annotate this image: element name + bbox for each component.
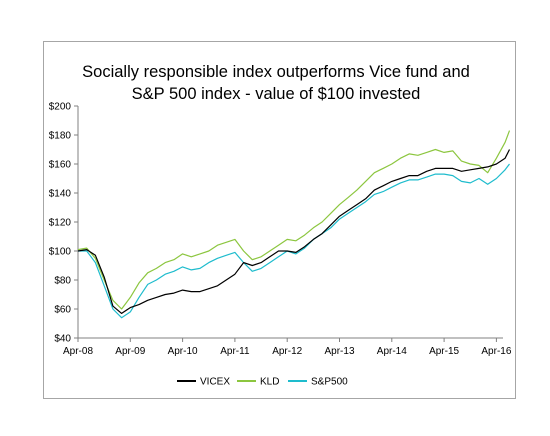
series-line-sp500	[78, 163, 510, 319]
y-tick-label: $180	[49, 131, 72, 142]
y-tick-label: $80	[54, 276, 71, 287]
y-tick-label: $140	[49, 189, 72, 200]
series-line-kld	[77, 130, 511, 310]
y-tick-label: $100	[49, 247, 72, 258]
legend: VICEX KLD S&P500	[177, 377, 348, 388]
x-tick-label: Apr-08	[63, 346, 93, 357]
x-tick-label: Apr-12	[272, 346, 302, 357]
x-tick-label: Apr-15	[429, 346, 459, 357]
x-tick-label: Apr-11	[220, 346, 250, 357]
x-tick-label: Apr-09	[115, 346, 145, 357]
y-tick-label: $120	[49, 218, 72, 229]
series-line-vicex	[77, 149, 511, 314]
x-tick-label: Apr-16	[481, 346, 511, 357]
y-tick-label: $60	[54, 305, 71, 316]
chart-title-line-1: Socially responsible index outperforms V…	[82, 63, 470, 81]
legend-label-vicex: VICEX	[200, 377, 230, 388]
y-tick-label: $160	[49, 160, 72, 171]
legend-label-kld: KLD	[260, 377, 279, 388]
chart-title-line-2: S&P 500 index - value of $100 invested	[132, 85, 421, 103]
plot-area: $40 $60 $80 $100 $120 $140 $160 $180 $200 Apr-08 A…	[49, 102, 512, 358]
x-tick-label: Apr-10	[168, 346, 198, 357]
y-tick-label: $200	[49, 102, 72, 113]
legend-label-sp500: S&P500	[311, 377, 348, 388]
x-tick-label: Apr-13	[324, 346, 354, 357]
y-tick-label: $40	[54, 334, 71, 345]
chart-area	[43, 41, 516, 399]
x-tick-label: Apr-14	[377, 346, 407, 357]
